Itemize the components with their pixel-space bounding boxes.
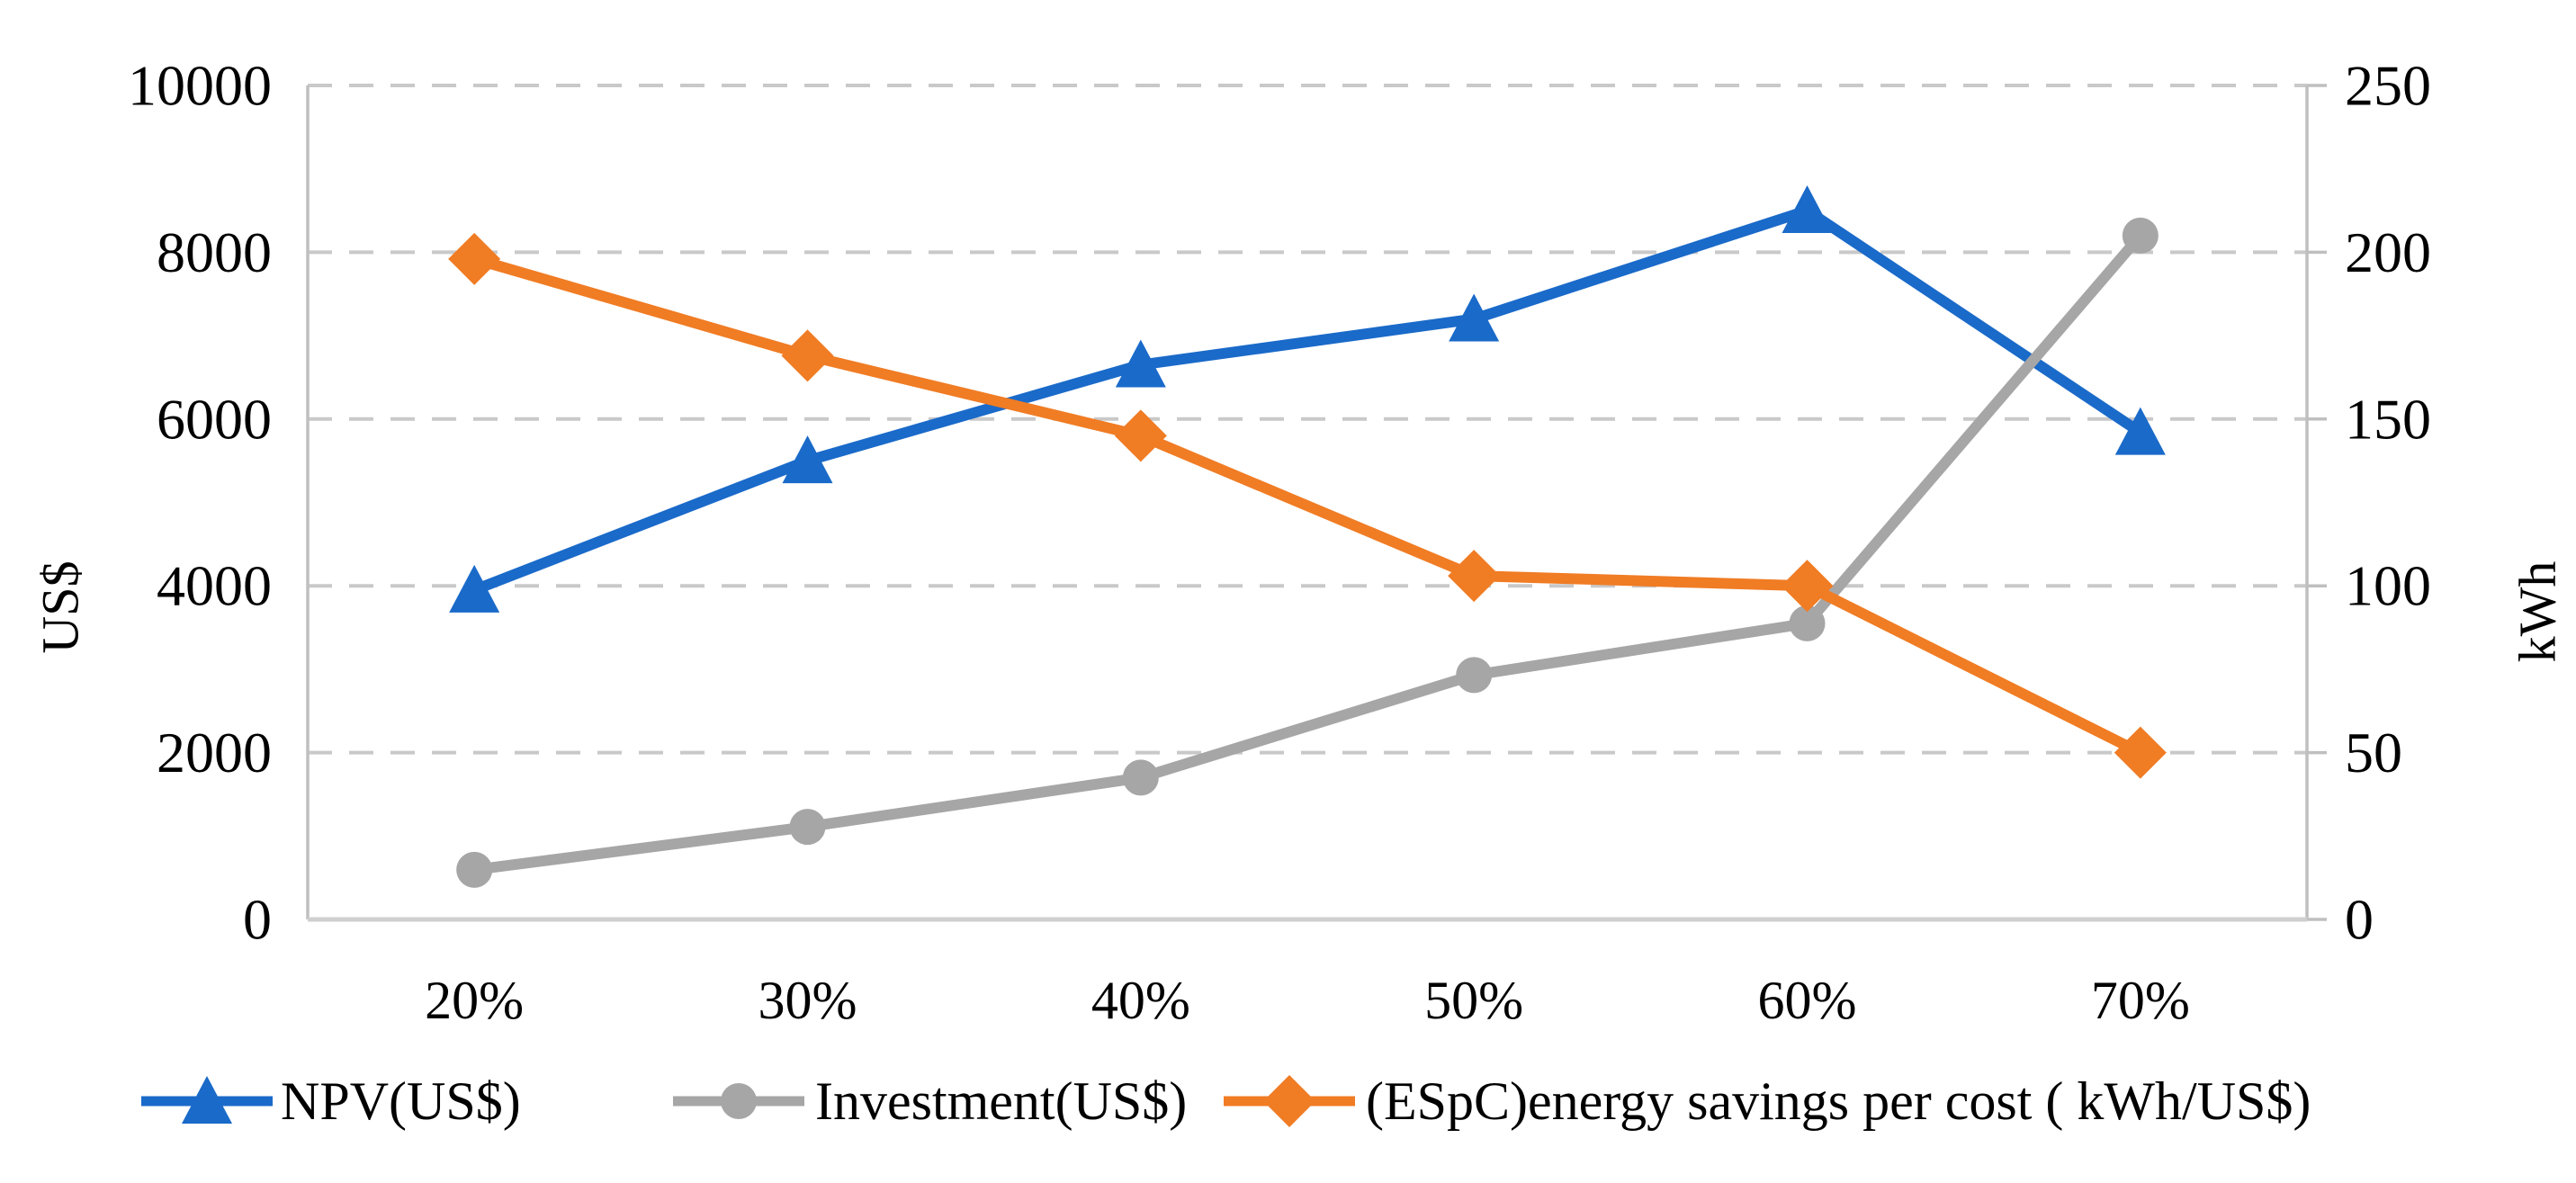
series-espc-marker [2114, 726, 2167, 779]
series-espc-marker [448, 232, 501, 285]
y-tick-label-right: 250 [2345, 54, 2431, 118]
legend-item-investment: Investment(US$) [673, 1071, 1187, 1131]
y-tick-label-left: 4000 [157, 554, 272, 618]
x-tick-label: 50% [1424, 971, 1523, 1030]
legend-triangle-icon [182, 1076, 232, 1124]
legend-item-npv: NPV(US$) [141, 1071, 521, 1131]
series-investment-marker [456, 851, 493, 888]
legend-label: (ESpC)energy savings per cost ( kWh/US$) [1366, 1071, 2311, 1131]
right-axis-title: kWh [2509, 561, 2567, 663]
y-tick-label-left: 2000 [157, 721, 272, 784]
series-npv-marker [782, 435, 833, 484]
series-investment [456, 217, 2159, 888]
series-investment-marker [1789, 605, 1826, 641]
x-tick-label: 20% [425, 971, 524, 1030]
series-npv-line [469, 205, 2146, 596]
series-npv [449, 185, 2166, 613]
y-tick-label-right: 50 [2345, 721, 2402, 784]
y-tick-label-right: 100 [2345, 554, 2431, 618]
x-tick-label: 70% [2091, 971, 2190, 1030]
y-tick-label-left: 10000 [128, 54, 272, 118]
series-npv-marker [1782, 185, 1833, 234]
series-investment-marker [1122, 759, 1159, 796]
legend-label: Investment(US$) [815, 1071, 1187, 1131]
series-npv-marker [2114, 407, 2166, 455]
series-espc-marker [781, 329, 834, 382]
series-npv-marker [449, 564, 500, 613]
y-tick-label-right: 200 [2345, 220, 2431, 284]
legend-item-espc: (ESpC)energy savings per cost ( kWh/US$) [1224, 1071, 2311, 1131]
y-tick-label-right: 0 [2345, 888, 2374, 952]
left-axis-title: US$ [31, 560, 90, 653]
y-tick-label-left: 0 [243, 888, 272, 952]
series-espc-line [469, 253, 2146, 758]
series-espc-marker [1448, 550, 1501, 603]
series-npv-marker [1115, 339, 1166, 388]
y-tick-label-left: 8000 [157, 220, 272, 284]
series-investment-marker [2122, 217, 2159, 254]
series-investment-marker [1456, 657, 1493, 694]
series-investment-marker [789, 809, 826, 846]
series-investment-line [469, 229, 2146, 875]
y-tick-label-right: 150 [2345, 387, 2431, 451]
legend-label: NPV(US$) [281, 1071, 521, 1131]
x-tick-label: 60% [1758, 971, 1857, 1030]
legend-diamond-icon [1263, 1075, 1315, 1127]
series-espc-marker [1114, 409, 1167, 462]
x-tick-label: 40% [1091, 971, 1190, 1030]
y-tick-label-left: 6000 [157, 387, 272, 451]
series-espc [448, 232, 2167, 779]
series-npv-marker [1449, 293, 1500, 342]
x-tick-label: 30% [758, 971, 857, 1030]
legend-circle-icon [721, 1083, 757, 1119]
series-espc-marker [1781, 560, 1834, 613]
